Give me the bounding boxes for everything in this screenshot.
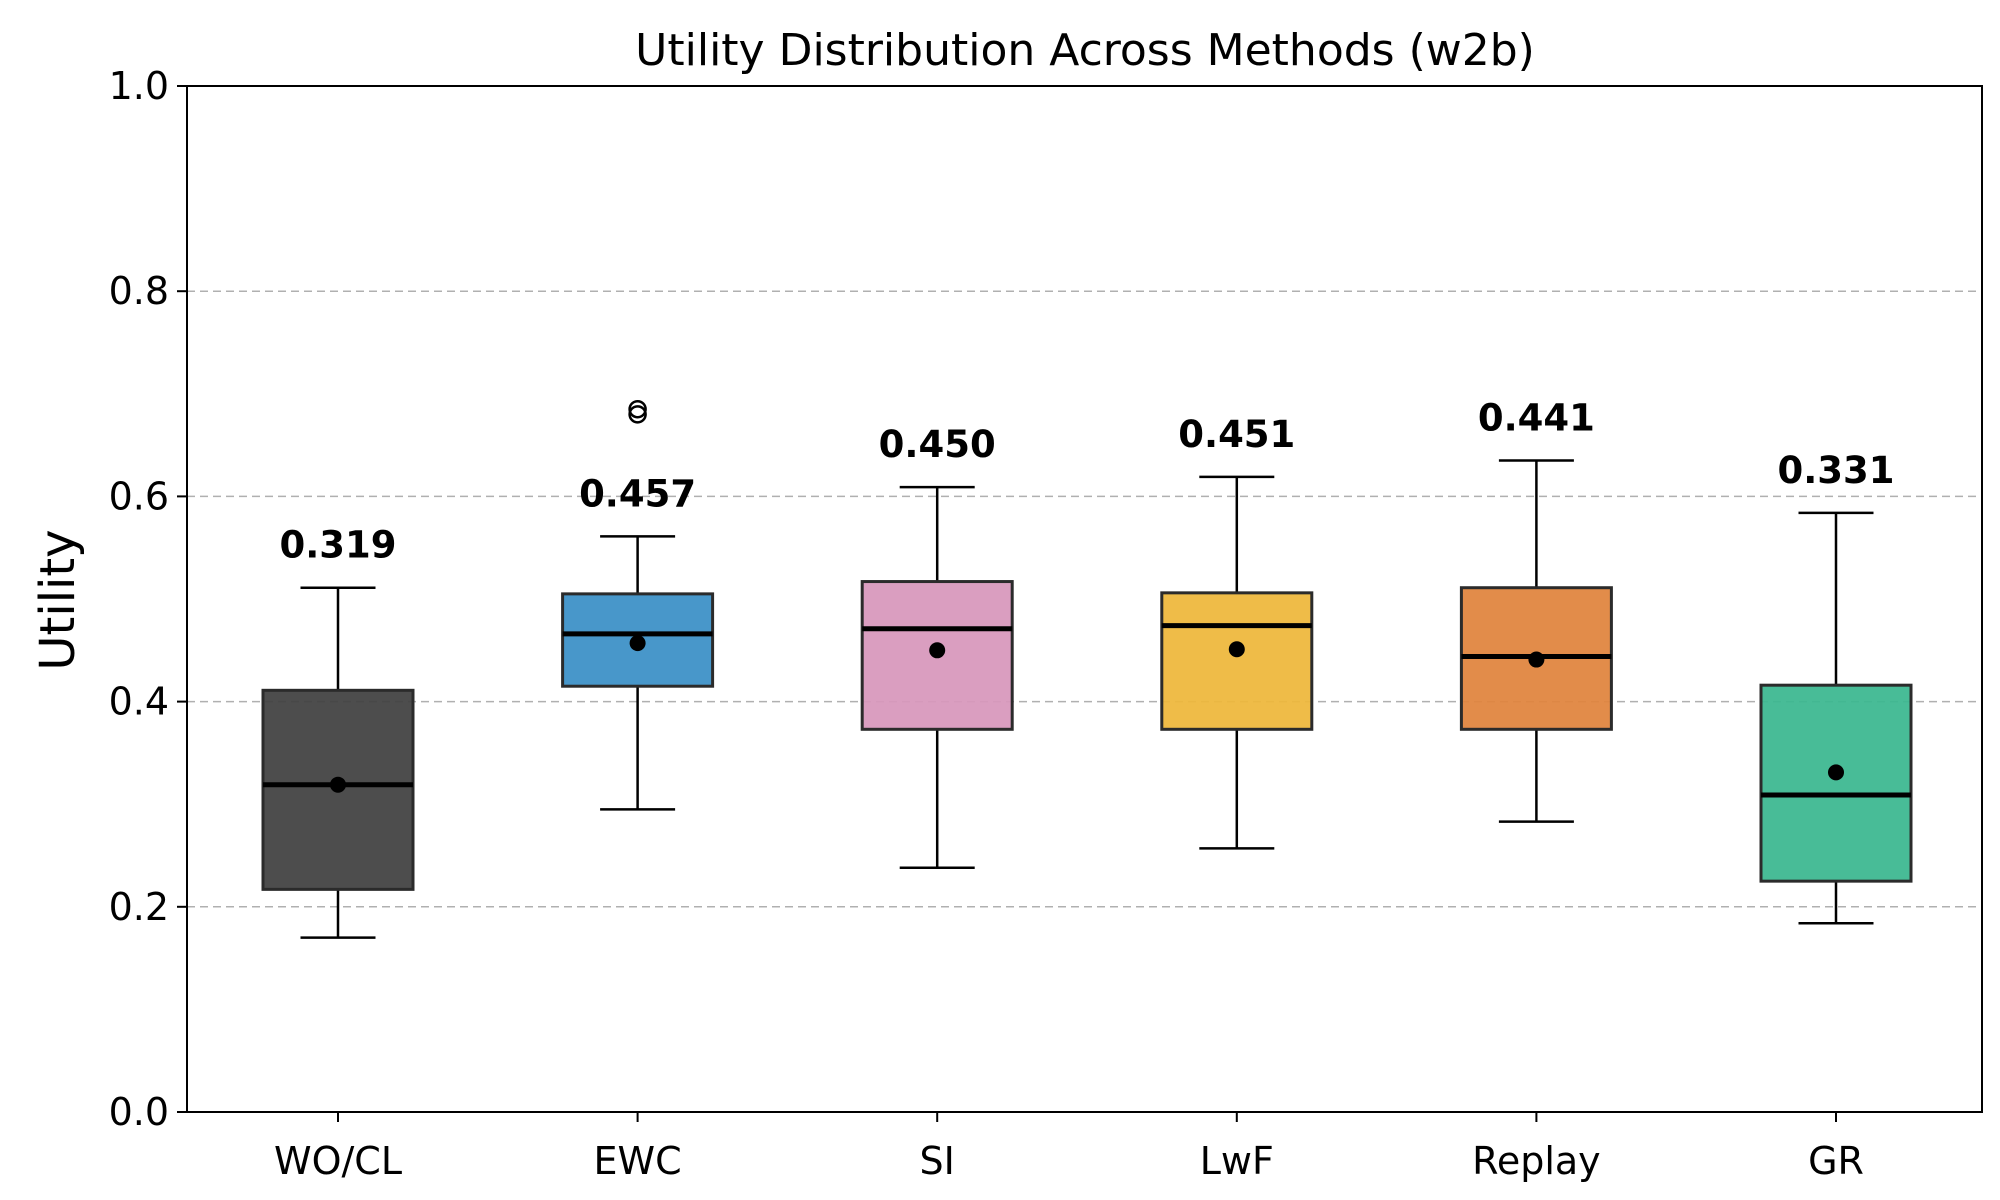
- box-replay: [1459, 459, 1613, 823]
- x-tick-label: SI: [920, 1139, 955, 1183]
- plot-area-frame: [186, 85, 1983, 1113]
- outlier-point: [628, 399, 647, 419]
- x-tick-label: LwF: [1200, 1139, 1274, 1183]
- y-axis-ticks: 0.0 0.2 0.4 0.6 0.8 1.0: [109, 64, 187, 1134]
- mean-value-label: 0.450: [879, 423, 996, 466]
- mean-value-label: 0.319: [279, 524, 396, 567]
- y-tick-label: 0.6: [109, 474, 169, 518]
- mean-value-label: 0.331: [1777, 449, 1894, 492]
- y-tick-label: 0.8: [109, 269, 169, 313]
- box-gr: [1759, 511, 1913, 925]
- grid-lines: [187, 290, 1982, 908]
- box-lwf: [1160, 475, 1314, 850]
- mean-value-label: 0.441: [1478, 396, 1595, 439]
- y-tick-label: 1.0: [109, 64, 169, 108]
- box-wo-cl: [261, 586, 415, 939]
- mean-point: [1828, 764, 1844, 781]
- x-axis-ticks: WO/CL EWC SI LwF Replay GR: [274, 1112, 1864, 1183]
- mean-value-labels: 0.319 0.457 0.450 0.451 0.441 0.331: [279, 396, 1894, 566]
- box-si: [860, 485, 1014, 870]
- mean-point: [1528, 651, 1545, 668]
- chart-title: Utility Distribution Across Methods (w2b…: [635, 25, 1535, 76]
- mean-value-label: 0.451: [1178, 413, 1295, 456]
- x-tick-label: WO/CL: [274, 1139, 402, 1183]
- y-tick-label: 0.2: [109, 885, 169, 929]
- iqr-box: [1160, 591, 1314, 731]
- box-series: [261, 399, 1913, 939]
- box-ewc: [561, 399, 715, 811]
- mean-point: [629, 635, 646, 652]
- x-tick-label: Replay: [1472, 1139, 1601, 1183]
- outlier-point: [628, 405, 647, 424]
- mean-point: [929, 642, 946, 659]
- y-tick-label: 0.0: [109, 1090, 169, 1134]
- mean-point: [1228, 641, 1245, 658]
- x-tick-label: GR: [1808, 1139, 1864, 1183]
- mean-value-label: 0.457: [579, 472, 696, 515]
- y-axis-label: Utility: [30, 529, 86, 670]
- mean-point: [330, 776, 346, 793]
- y-tick-label: 0.4: [109, 680, 169, 724]
- x-tick-label: EWC: [594, 1139, 682, 1183]
- iqr-box: [1759, 683, 1913, 883]
